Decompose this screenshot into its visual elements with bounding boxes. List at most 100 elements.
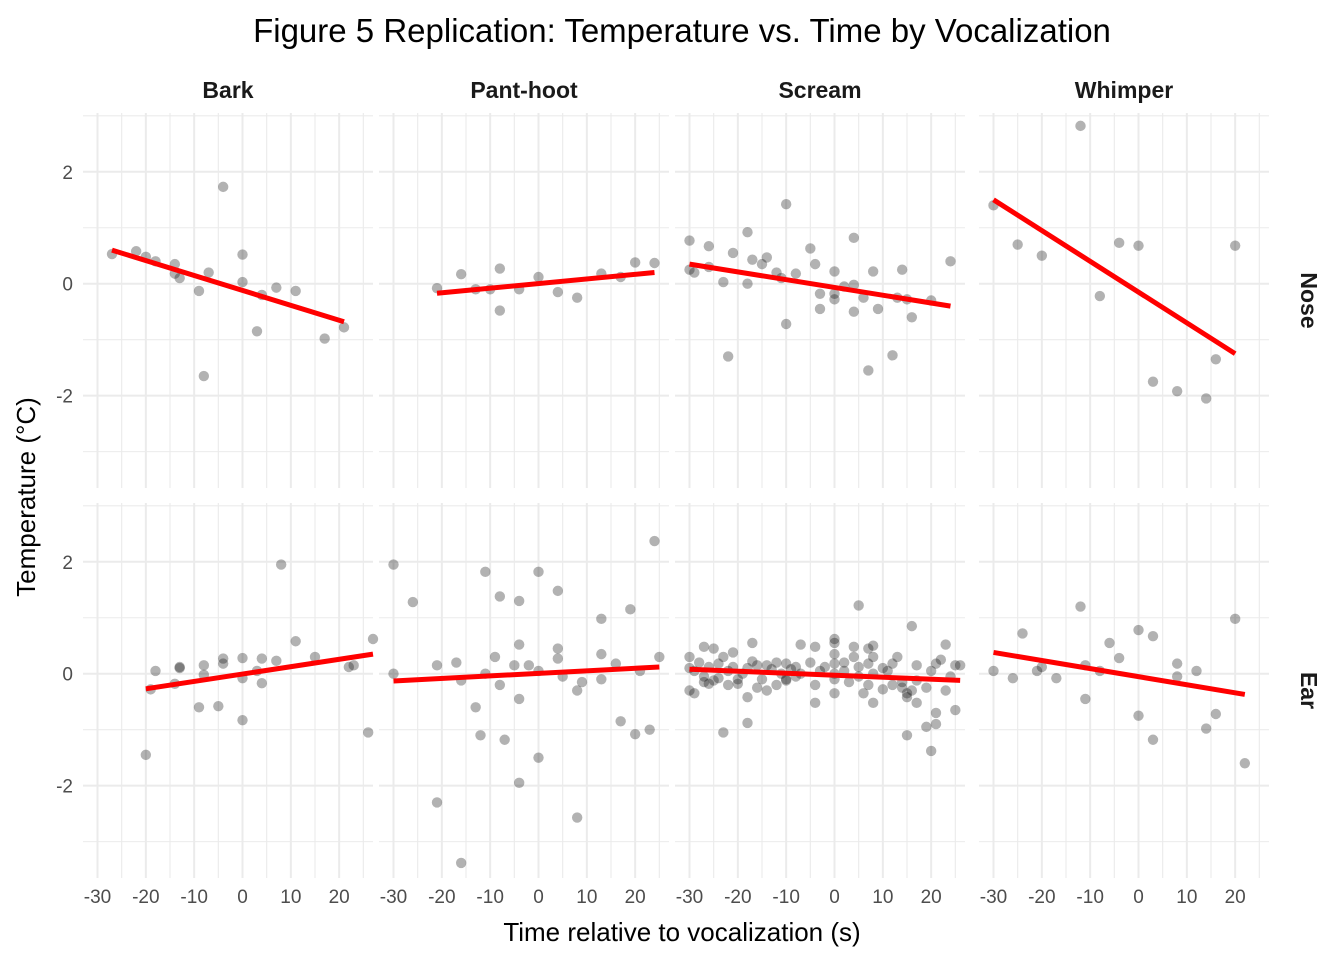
data-point xyxy=(853,600,864,611)
panel-bark-ear: 20-2-30 -20 -10 0 10 20 xyxy=(56,503,379,908)
data-point xyxy=(654,651,665,663)
data-point xyxy=(494,305,506,316)
data-point xyxy=(198,370,210,382)
data-point xyxy=(362,727,374,738)
data-point xyxy=(689,267,700,278)
panel-bark-nose: 2 0 -2 xyxy=(56,113,373,488)
data-point xyxy=(455,857,467,869)
data-point xyxy=(198,660,210,671)
data-point xyxy=(925,665,937,677)
data-point xyxy=(509,660,520,671)
y-tick-label: -2 xyxy=(56,777,73,798)
data-point xyxy=(1171,671,1183,682)
data-point xyxy=(935,654,947,665)
data-point xyxy=(988,665,999,677)
data-point xyxy=(838,657,850,668)
data-point xyxy=(925,745,937,757)
y-tick-label: 0 xyxy=(62,665,73,686)
data-point xyxy=(203,267,214,278)
data-point xyxy=(275,559,287,570)
data-point xyxy=(896,682,908,693)
facet-label-bark: Bark xyxy=(202,77,253,103)
data-point xyxy=(814,288,826,299)
data-point xyxy=(256,678,268,689)
data-point xyxy=(1051,672,1062,684)
data-point xyxy=(596,613,607,625)
data-point xyxy=(718,276,729,288)
data-point xyxy=(1191,665,1202,677)
data-point xyxy=(756,674,768,685)
data-point xyxy=(911,660,922,671)
data-point xyxy=(761,685,773,696)
regression-line xyxy=(111,247,345,325)
data-point xyxy=(853,661,864,673)
data-point xyxy=(237,276,248,288)
data-point xyxy=(193,702,205,713)
data-point xyxy=(771,679,782,691)
data-point xyxy=(533,271,544,283)
data-point xyxy=(237,249,248,260)
data-point xyxy=(718,651,729,663)
data-point xyxy=(513,639,525,650)
x-tick-label: -20 xyxy=(428,887,455,908)
data-point xyxy=(431,797,443,808)
x-tick-label: -10 xyxy=(180,887,207,908)
data-point xyxy=(848,279,860,291)
data-point xyxy=(780,199,792,210)
data-point xyxy=(848,651,860,663)
data-point xyxy=(761,660,773,671)
y-tick-label: 0 xyxy=(62,275,73,296)
data-point xyxy=(213,700,224,712)
data-point xyxy=(698,641,710,653)
panel-pant-hoot-ear: -30 -20 -10 0 10 20 xyxy=(379,503,669,908)
data-point xyxy=(319,333,330,344)
facet-label-scream: Scream xyxy=(778,77,861,103)
data-point xyxy=(863,679,874,691)
data-point xyxy=(805,657,816,668)
y-tick-label: 2 xyxy=(62,163,73,184)
data-point xyxy=(747,254,758,265)
data-point xyxy=(829,658,840,669)
regression-line xyxy=(689,666,961,683)
data-point xyxy=(475,730,486,741)
data-point xyxy=(945,256,956,267)
data-point xyxy=(722,351,734,362)
x-tick-label: 0 xyxy=(237,887,248,908)
chart-title: Figure 5 Replication: Temperature vs. Ti… xyxy=(253,12,1111,49)
y-axis-title: Temperature (°C) xyxy=(11,397,41,597)
data-point xyxy=(814,303,826,315)
data-point xyxy=(708,675,719,686)
data-point xyxy=(629,728,641,740)
data-point xyxy=(829,637,840,649)
x-axis-title: Time relative to vocalization (s) xyxy=(503,917,860,947)
data-point xyxy=(780,674,792,685)
data-point xyxy=(513,693,525,705)
regression-line xyxy=(393,664,660,684)
data-point xyxy=(431,660,443,671)
data-point xyxy=(703,678,715,689)
data-point xyxy=(780,675,792,686)
data-point xyxy=(1133,710,1144,721)
x-tick-label: 20 xyxy=(329,887,350,908)
data-point xyxy=(480,566,491,578)
panel-whimper-ear: -30 -20 -10 0 10 20 xyxy=(979,503,1269,908)
data-point xyxy=(684,685,695,696)
data-point xyxy=(848,641,860,653)
data-point xyxy=(552,643,564,654)
data-point xyxy=(829,688,840,699)
data-point xyxy=(130,246,142,257)
data-point xyxy=(1229,240,1241,251)
data-point xyxy=(742,278,753,289)
data-point xyxy=(494,263,506,274)
facet-label-nose: Nose xyxy=(1296,272,1322,328)
data-point xyxy=(1036,250,1048,261)
data-point xyxy=(921,682,932,693)
data-point xyxy=(901,688,913,699)
data-point xyxy=(930,658,942,669)
x-tick-label: -20 xyxy=(132,887,159,908)
data-point xyxy=(829,633,840,645)
x-tick-label: 20 xyxy=(921,887,942,908)
data-point xyxy=(751,660,763,671)
data-point xyxy=(867,697,879,709)
